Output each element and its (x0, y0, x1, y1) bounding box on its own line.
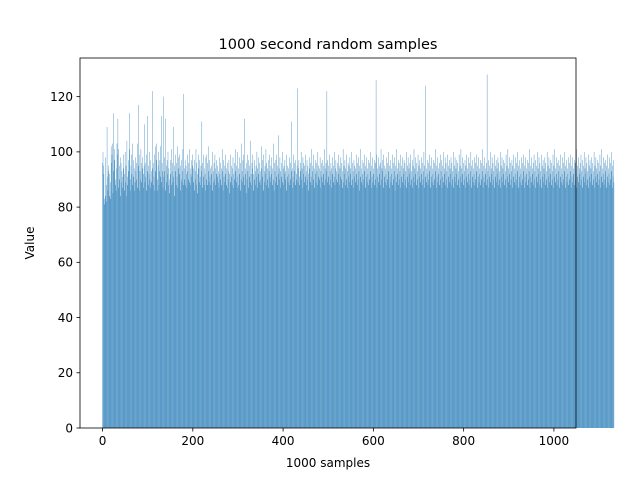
y-tick-label: 20 (58, 366, 73, 380)
x-tick-label: 1000 (539, 434, 570, 448)
x-axis: 0 200 400 600 800 1000 (99, 428, 569, 448)
y-tick-label: 60 (58, 256, 73, 270)
x-axis-label: 1000 samples (286, 456, 370, 470)
y-axis: 0 20 40 60 80 100 120 (50, 90, 80, 435)
y-tick-label: 80 (58, 200, 73, 214)
x-tick-label: 0 (99, 434, 107, 448)
x-tick-label: 800 (452, 434, 475, 448)
bars-group (102, 74, 615, 429)
chart-title: 1000 second random samples (219, 37, 438, 53)
y-tick-label: 120 (50, 90, 73, 104)
plot-frame (79, 57, 577, 429)
x-tick-label: 200 (181, 434, 204, 448)
x-tick-label: 400 (272, 434, 295, 448)
y-tick-label: 40 (58, 311, 73, 325)
x-tick-label: 600 (362, 434, 385, 448)
y-tick-label: 0 (65, 421, 73, 435)
y-tick-label: 100 (50, 145, 73, 159)
y-axis-label: Value (23, 227, 37, 260)
